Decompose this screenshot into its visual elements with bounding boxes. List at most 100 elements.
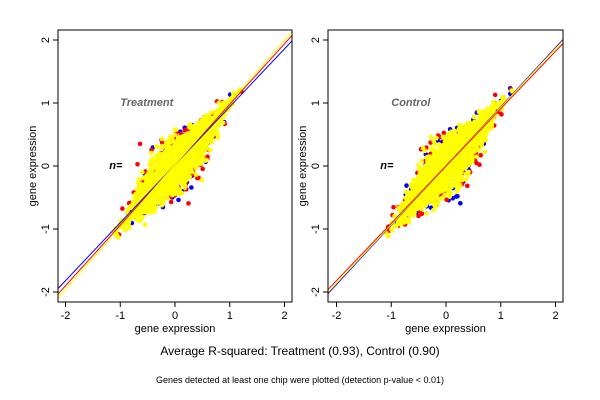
data-point [181, 182, 186, 188]
data-point [156, 170, 161, 176]
data-point [189, 130, 195, 136]
data-point [184, 154, 190, 159]
data-point [220, 120, 226, 126]
data-point [202, 158, 208, 163]
data-point [184, 177, 190, 183]
data-point [169, 173, 174, 179]
data-point [167, 150, 173, 156]
data-point [172, 127, 178, 132]
y-tick-label: 0 [40, 163, 52, 169]
data-point [207, 147, 213, 153]
x-tick-label: -2 [61, 310, 71, 322]
data-point [151, 171, 157, 176]
data-point [205, 154, 210, 159]
data-point [141, 202, 146, 208]
data-point [172, 167, 177, 173]
data-point [173, 146, 178, 151]
data-point [457, 122, 462, 128]
data-point [189, 185, 194, 190]
data-point [137, 182, 143, 187]
data-point [219, 102, 225, 108]
data-point [135, 191, 141, 197]
data-point [178, 150, 183, 155]
data-point [458, 201, 463, 206]
data-point [196, 175, 201, 181]
data-point [166, 142, 171, 147]
x-tick-label: 1 [227, 310, 233, 322]
y-tick-label: 1 [40, 100, 52, 106]
data-point [419, 158, 424, 164]
data-point [138, 218, 143, 223]
data-point [170, 191, 175, 197]
data-point [491, 99, 496, 105]
data-point [393, 223, 398, 229]
data-point [452, 130, 458, 136]
data-point [396, 207, 402, 212]
data-point [432, 142, 438, 147]
data-point [142, 208, 148, 214]
data-point [173, 185, 179, 190]
data-point [159, 136, 165, 142]
data-point [151, 206, 156, 212]
data-point [137, 208, 143, 214]
data-point [194, 132, 199, 137]
data-point [161, 197, 166, 202]
data-point [185, 162, 190, 168]
data-point [180, 173, 186, 179]
data-point [216, 100, 222, 106]
y-tick-label: -2 [40, 287, 52, 297]
data-point [139, 193, 144, 199]
data-point [176, 197, 181, 203]
data-point [403, 189, 409, 195]
data-point [113, 228, 119, 234]
data-point [484, 130, 490, 135]
data-point [169, 155, 174, 161]
data-point [173, 189, 179, 194]
data-point [168, 199, 174, 205]
data-point [179, 139, 185, 144]
data-point [200, 152, 205, 158]
data-point [444, 197, 449, 202]
data-point [177, 189, 183, 195]
fit-line [58, 30, 292, 299]
data-point [149, 167, 155, 172]
data-point [391, 204, 396, 210]
data-point [168, 184, 174, 190]
data-point [141, 175, 146, 181]
x-tick-label: -1 [115, 310, 125, 322]
data-point [114, 233, 120, 238]
data-point [199, 177, 205, 183]
data-point [471, 114, 477, 120]
y-tick-label: 2 [40, 37, 52, 43]
data-point [196, 144, 201, 150]
data-point [449, 185, 454, 190]
data-point [465, 183, 470, 189]
data-point [187, 125, 192, 130]
data-point [190, 169, 195, 175]
data-point [182, 128, 188, 133]
data-point [161, 152, 166, 157]
data-point [215, 135, 221, 140]
x-axis-label: gene expression [135, 323, 216, 335]
x-tick-label: 0 [172, 310, 178, 322]
data-point [429, 147, 435, 153]
data-point [492, 92, 498, 98]
data-point [144, 182, 149, 188]
data-point [193, 172, 199, 178]
x-tick-label: 2 [281, 310, 287, 322]
data-point [120, 206, 125, 211]
data-point [155, 188, 160, 194]
panel-title: Control [391, 97, 431, 109]
data-point [156, 200, 161, 205]
data-point [125, 220, 131, 226]
data-point [137, 141, 143, 147]
panel-title: Treatment [120, 97, 174, 109]
data-point [237, 87, 243, 92]
data-point [208, 110, 214, 115]
data-point [197, 148, 202, 154]
data-point [463, 177, 469, 182]
data-point [152, 158, 158, 164]
